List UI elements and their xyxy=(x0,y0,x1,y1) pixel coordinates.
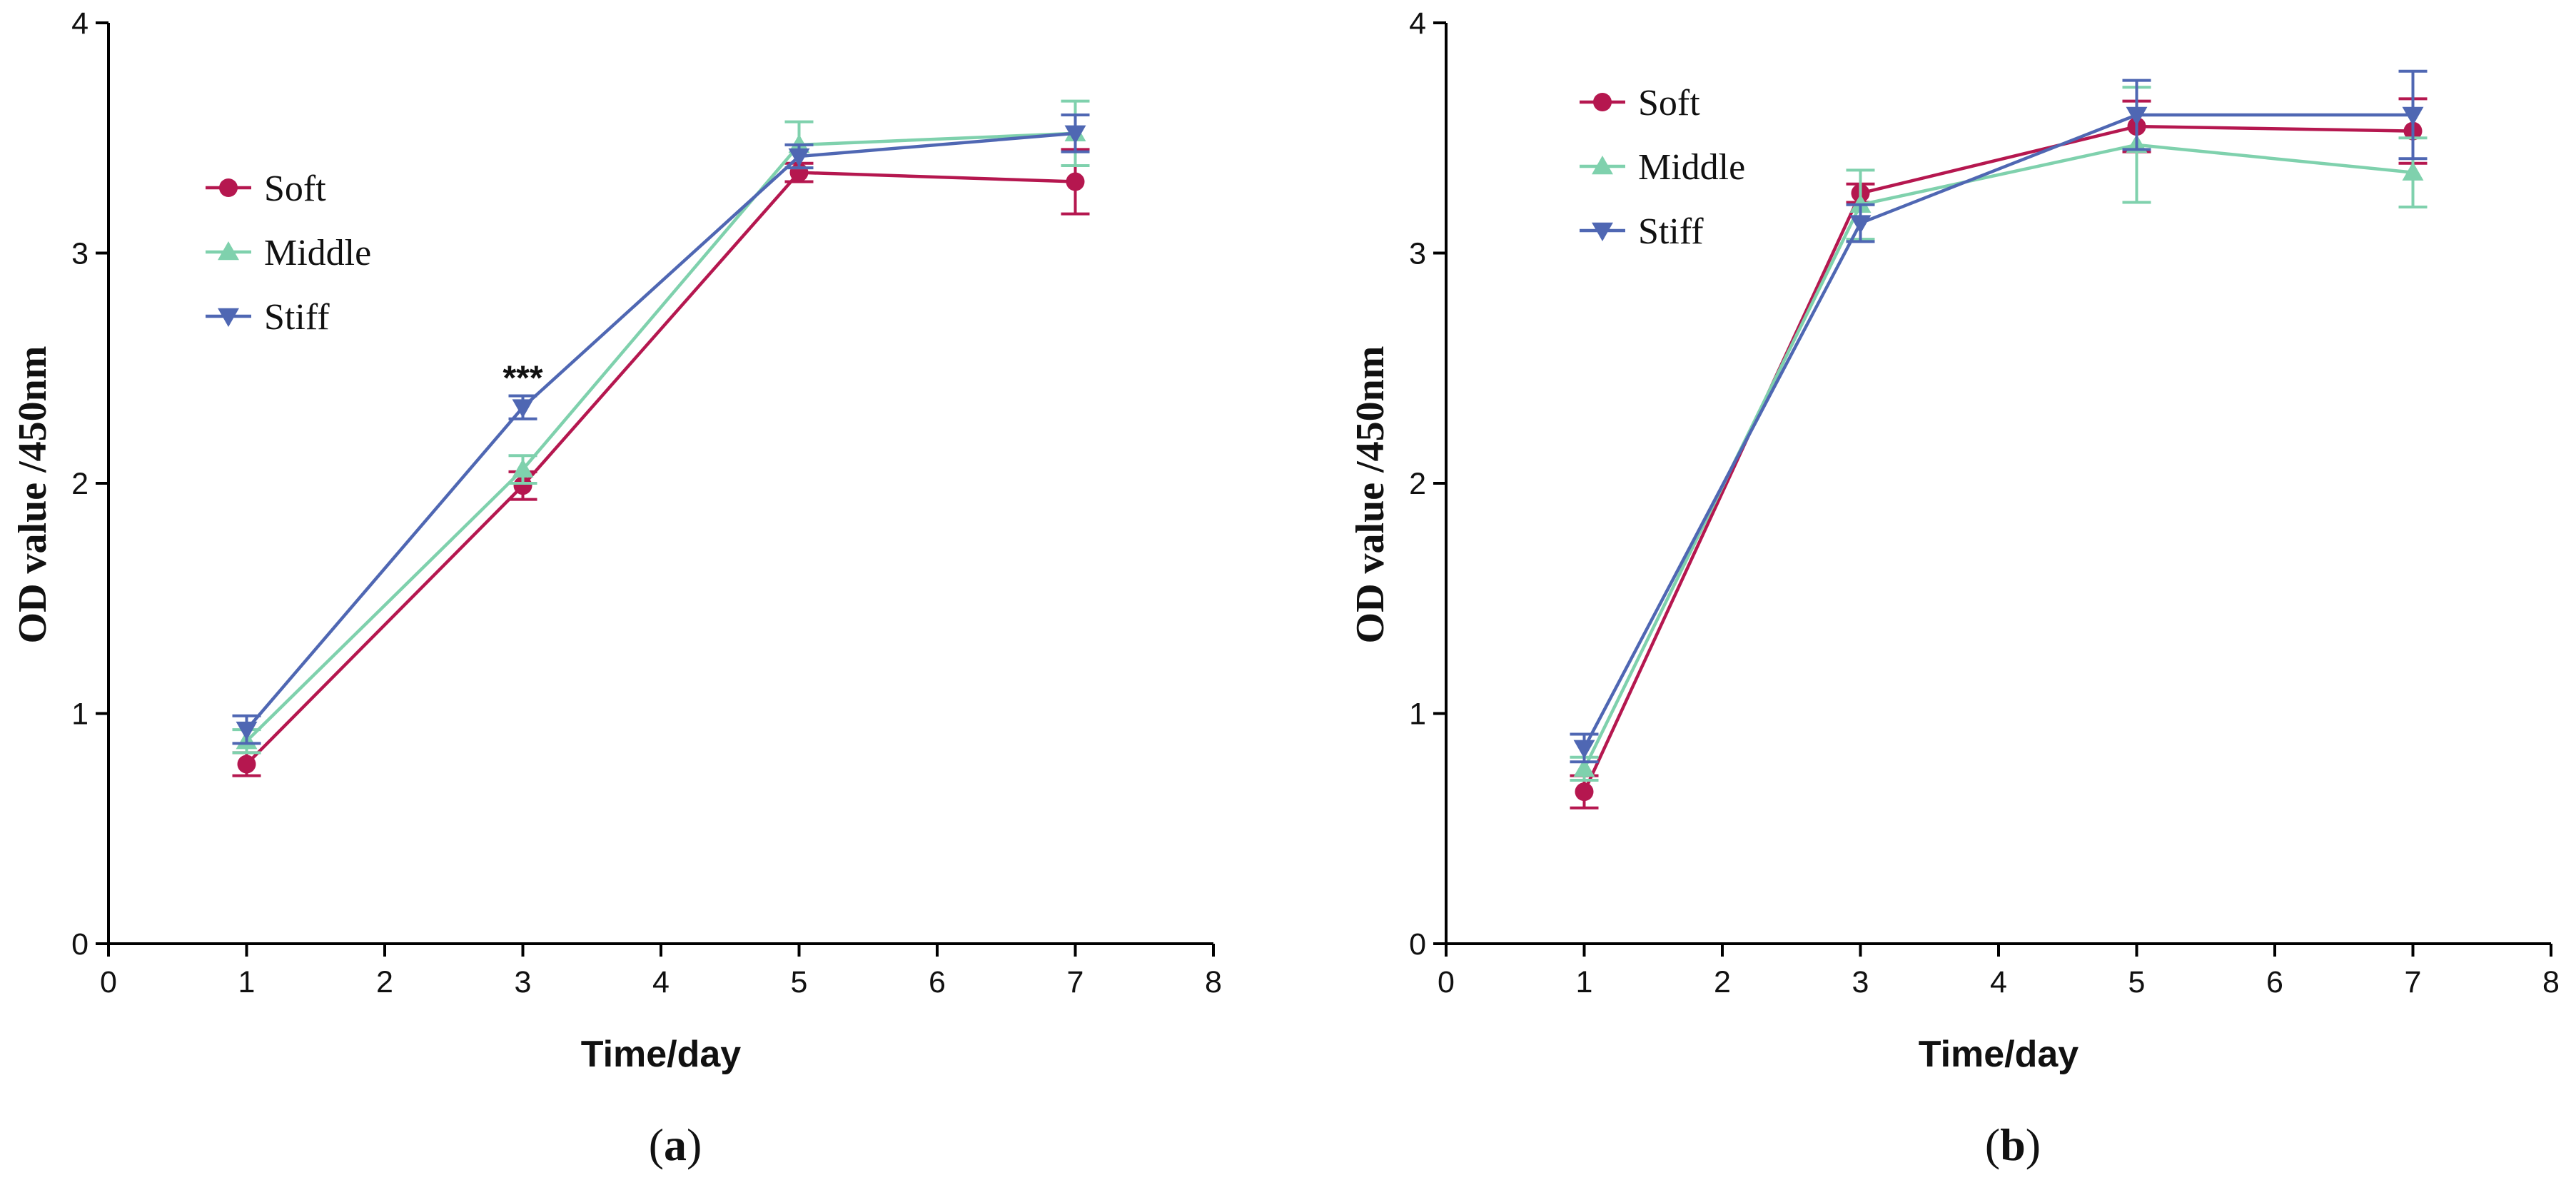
legend: Soft Middle Stiff xyxy=(1580,83,1745,252)
x-tick-label: 4 xyxy=(652,965,670,999)
data-point-stiff xyxy=(788,148,810,167)
series-stiff xyxy=(232,114,1090,745)
data-point-soft xyxy=(237,755,256,774)
x-tick-label: 8 xyxy=(2542,965,2560,999)
series-middle xyxy=(1570,86,2428,782)
legend-label-stiff: Stiff xyxy=(1638,211,1704,252)
data-point-middle xyxy=(512,458,534,478)
legend-label-soft: Soft xyxy=(264,168,326,209)
series-line-stiff xyxy=(1582,113,2413,749)
y-axis-title: OD value /450nm xyxy=(1348,346,1393,644)
panel-label: (b) xyxy=(1985,1119,2041,1170)
panel-label-open: ( xyxy=(1985,1119,2000,1170)
panel-b: 0 1 2 3 4 5 6 7 8 0 1 2 3 4 Time/day OD value /450nm Sof… xyxy=(1348,6,2560,1170)
legend-marker-stiff xyxy=(218,308,239,327)
legend-label-middle: Middle xyxy=(264,233,371,273)
data-point-soft xyxy=(513,476,532,495)
data-point-stiff xyxy=(512,399,534,418)
x-tick-label: 5 xyxy=(2128,965,2146,999)
x-tick-label: 2 xyxy=(376,965,393,999)
panel-a: 0 1 2 3 4 5 6 7 8 0 1 2 3 4 Time/day OD value /450nm ***… xyxy=(11,6,1222,1170)
panel-label-letter: a xyxy=(664,1119,687,1170)
data-point-stiff xyxy=(2402,106,2424,126)
series-line-stiff xyxy=(245,131,1076,731)
data-point-soft xyxy=(1066,172,1085,191)
x-tick-label: 6 xyxy=(929,965,946,999)
panel-label-letter: b xyxy=(2000,1119,2026,1170)
x-axis-title: Time/day xyxy=(581,1034,742,1075)
legend: Soft Middle Stiff xyxy=(206,168,371,338)
x-tick-label: 0 xyxy=(1438,965,1455,999)
legend-label-stiff: Stiff xyxy=(264,297,330,338)
legend-label-middle: Middle xyxy=(1638,147,1745,188)
x-tick-label: 8 xyxy=(1205,965,1222,999)
panel-label-open: ( xyxy=(649,1119,664,1170)
legend-marker-soft xyxy=(1593,93,1612,111)
legend-marker-stiff xyxy=(1592,222,1613,241)
x-tick-label: 5 xyxy=(791,965,808,999)
x-tick-label: 6 xyxy=(2266,965,2283,999)
x-tick-label: 1 xyxy=(1576,965,1593,999)
x-tick-label: 3 xyxy=(1852,965,1869,999)
y-tick-label: 2 xyxy=(71,467,89,501)
y-axis-title: OD value /450nm xyxy=(11,346,55,644)
legend-marker-soft xyxy=(219,178,238,197)
x-tick-label: 7 xyxy=(2405,965,2422,999)
y-tick-label: 1 xyxy=(1409,697,1426,732)
y-tick-label: 2 xyxy=(1409,467,1426,501)
legend-marker-middle xyxy=(1592,156,1613,175)
series-line-soft xyxy=(245,171,1076,766)
y-tick-label: 3 xyxy=(1409,237,1426,271)
series-soft xyxy=(1570,97,2428,810)
panel-label-close: ) xyxy=(2026,1119,2041,1170)
panel-label-close: ) xyxy=(687,1119,702,1170)
x-tick-label: 1 xyxy=(238,965,256,999)
data-point-soft xyxy=(1575,782,1594,802)
series-line-soft xyxy=(1582,124,2413,793)
series-line-middle xyxy=(1582,143,2413,770)
data-point-middle xyxy=(2402,161,2424,181)
y-tick-label: 0 xyxy=(1409,927,1426,962)
data-point-stiff xyxy=(2126,106,2148,126)
data-point-stiff xyxy=(1573,740,1595,759)
panel-label: (a) xyxy=(649,1119,702,1170)
data-point-stiff xyxy=(1064,125,1086,144)
legend-label-soft: Soft xyxy=(1638,83,1700,123)
series-middle xyxy=(232,99,1090,755)
x-axis-title: Time/day xyxy=(1919,1034,2079,1075)
legend-marker-middle xyxy=(218,241,239,261)
x-tick-label: 4 xyxy=(1990,965,2007,999)
data-point-stiff xyxy=(1849,215,1872,234)
x-tick-label: 0 xyxy=(100,965,117,999)
y-tick-label: 4 xyxy=(71,6,89,41)
significance-annotation: *** xyxy=(502,359,542,397)
data-point-middle xyxy=(1573,757,1595,777)
y-tick-label: 4 xyxy=(1409,6,1426,41)
series-stiff xyxy=(1570,69,2428,764)
x-tick-label: 3 xyxy=(515,965,532,999)
x-tick-label: 7 xyxy=(1067,965,1084,999)
y-tick-label: 0 xyxy=(71,927,89,962)
y-tick-label: 3 xyxy=(71,237,89,271)
series-line-middle xyxy=(245,131,1076,742)
x-tick-label: 2 xyxy=(1714,965,1731,999)
y-tick-label: 1 xyxy=(71,697,89,732)
data-point-stiff xyxy=(236,721,258,741)
